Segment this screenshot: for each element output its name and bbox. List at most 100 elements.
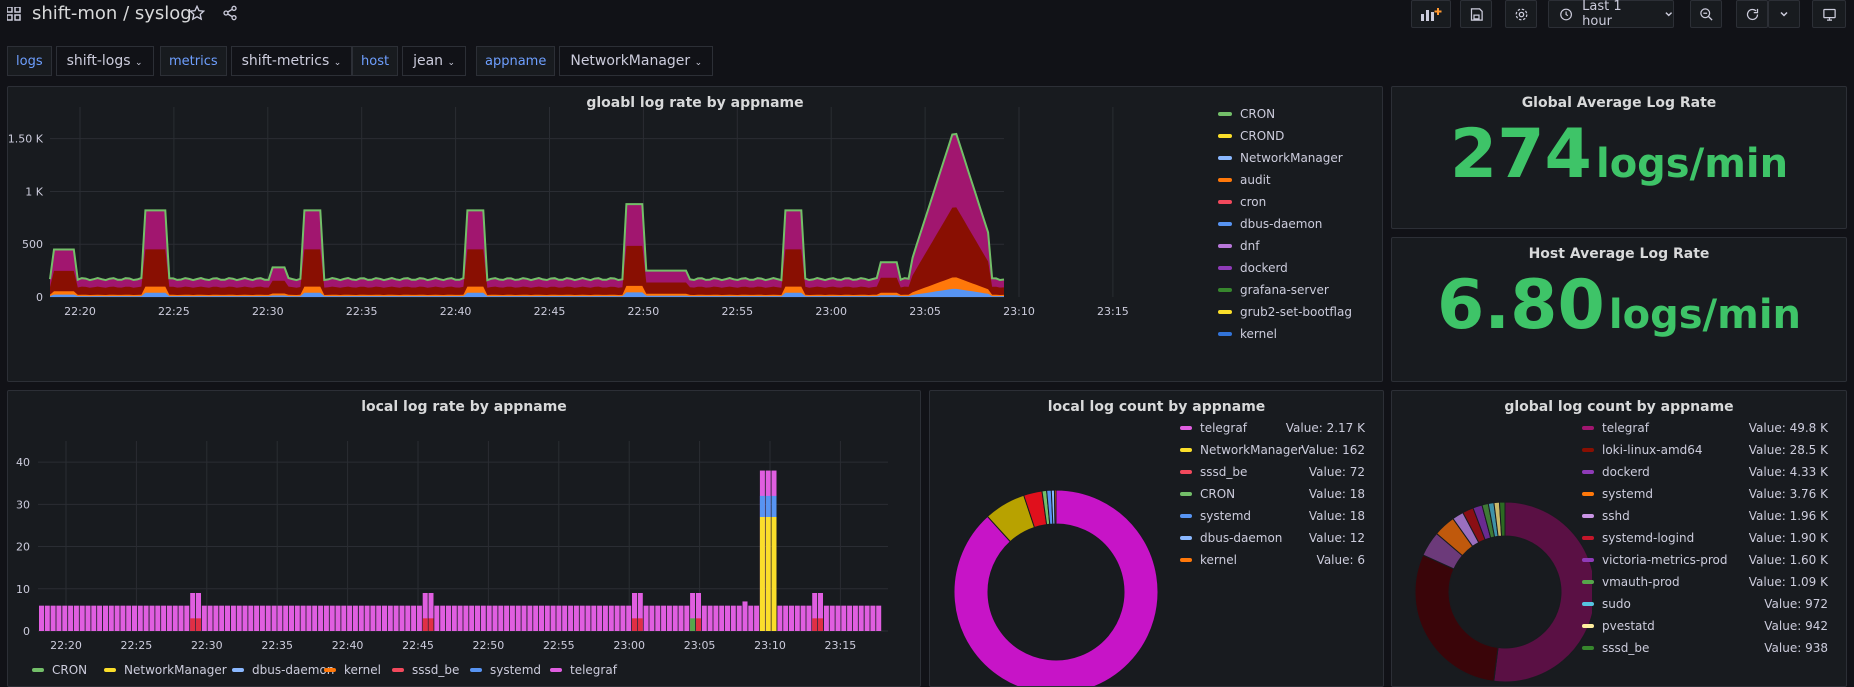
legend-swatch — [1582, 514, 1594, 518]
panel-title[interactable]: local log count by appname — [1047, 399, 1266, 415]
bar — [184, 605, 190, 631]
refresh-interval-button[interactable] — [1768, 0, 1800, 28]
legend-item[interactable]: pvestatd — [1582, 619, 1655, 633]
dashboard-title[interactable]: syslog — [134, 3, 192, 24]
legend-item[interactable]: victoria-metrics-prod — [1582, 553, 1728, 567]
local-count-donut[interactable] — [930, 391, 1170, 687]
legend-item[interactable]: kernel — [1218, 327, 1277, 341]
breadcrumb-folder[interactable]: shift-mon — [32, 3, 118, 24]
global-rate-chart[interactable]: 0 500 1 K 1.50 K 22:20 22:25 22:30 22:35 22:40 22… — [8, 87, 1208, 382]
legend-item[interactable]: kernel — [1180, 553, 1237, 567]
legend-item[interactable]: dockerd — [1218, 261, 1288, 275]
legend-item[interactable]: cron — [1218, 195, 1266, 209]
legend-item[interactable]: NetworkManager — [1218, 151, 1343, 165]
bar — [225, 605, 230, 631]
bar — [556, 605, 562, 631]
legend-value: Value: 1.09 K — [1748, 575, 1828, 589]
zoom-out-button[interactable] — [1690, 0, 1722, 28]
legend-item[interactable]: systemd — [470, 663, 541, 677]
variable-select-host[interactable]: jean ⌄ — [402, 46, 467, 76]
legend-item[interactable]: systemd — [1180, 509, 1251, 523]
legend-item[interactable]: telegraf — [550, 663, 617, 677]
dashboard-settings-button[interactable] — [1505, 0, 1537, 28]
panel-title[interactable]: global log count by appname — [1504, 399, 1734, 415]
legend-swatch — [1218, 178, 1232, 182]
legend-item[interactable]: dbus-daemon — [232, 663, 334, 677]
legend-item[interactable]: dbus-daemon — [1218, 217, 1322, 231]
panel-title[interactable]: Global Average Log Rate — [1521, 95, 1717, 111]
legend-item[interactable]: CROND — [1218, 129, 1284, 143]
bar — [469, 605, 475, 631]
legend-item[interactable]: telegraf — [1582, 421, 1649, 435]
local-rate-chart[interactable]: 0 10 20 30 40 22:20 22:25 22:30 22:35 22:40 22:45 2… — [8, 391, 921, 661]
bar — [166, 605, 172, 631]
legend-item[interactable]: sudo — [1582, 597, 1631, 611]
donut-slice — [1414, 554, 1499, 682]
share-icon[interactable] — [222, 5, 238, 21]
legend-item[interactable]: systemd — [1582, 487, 1653, 501]
bar — [271, 605, 277, 631]
legend-item[interactable]: kernel — [324, 663, 381, 677]
legend-value: Value: 72 — [1308, 465, 1365, 479]
legend-item[interactable]: CRON — [1218, 107, 1275, 121]
legend-item[interactable]: grafana-server — [1218, 283, 1329, 297]
legend-item[interactable]: dbus-daemon — [1180, 531, 1282, 545]
stat-value: 274 logs/min — [1392, 115, 1846, 194]
star-icon[interactable] — [189, 5, 205, 21]
bar — [794, 605, 800, 631]
legend-item[interactable]: sssd_be — [1582, 641, 1649, 655]
add-panel-button[interactable] — [1411, 0, 1451, 28]
legend-item[interactable]: sssd_be — [1180, 465, 1247, 479]
y-tick-label: 0 — [23, 625, 30, 638]
y-tick-label: 10 — [16, 583, 30, 596]
gear-icon — [1515, 8, 1527, 20]
legend-swatch — [1218, 112, 1232, 116]
stat-number: 6.80 — [1436, 266, 1605, 345]
panel-title[interactable]: gloabl log rate by appname — [586, 95, 804, 111]
legend-item[interactable]: systemd-logind — [1582, 531, 1694, 545]
bar — [602, 605, 608, 631]
legend-item[interactable]: vmauth-prod — [1582, 575, 1680, 589]
legend-item[interactable]: CRON — [32, 663, 87, 677]
variable-select-metrics[interactable]: shift-metrics ⌄ — [230, 46, 353, 76]
legend-item[interactable]: NetworkManager — [104, 663, 227, 677]
bar — [678, 605, 684, 631]
global-count-donut[interactable] — [1392, 391, 1592, 687]
bar — [358, 605, 364, 631]
legend-item[interactable]: sshd — [1582, 509, 1630, 523]
legend-item[interactable]: dnf — [1218, 239, 1259, 253]
breadcrumb: shift-mon / syslog — [32, 3, 192, 24]
legend-item[interactable]: telegraf — [1180, 421, 1247, 435]
bar-segment — [759, 517, 765, 631]
bar — [527, 605, 533, 631]
tv-mode-button[interactable] — [1812, 0, 1846, 28]
legend-label: telegraf — [1200, 421, 1247, 435]
legend-item[interactable]: loki-linux-amd64 — [1582, 443, 1703, 457]
bar — [515, 605, 521, 631]
legend-item[interactable]: grub2-set-bootflag — [1218, 305, 1352, 319]
legend-item[interactable]: dockerd — [1582, 465, 1650, 479]
bar — [742, 601, 748, 631]
bar — [306, 605, 312, 631]
time-range-picker[interactable]: Last 1 hour — [1548, 0, 1674, 29]
panel-title[interactable]: local log rate by appname — [361, 399, 567, 415]
bar — [684, 605, 690, 631]
bar — [562, 605, 568, 631]
save-dashboard-button[interactable] — [1460, 0, 1492, 28]
variable-select-logs[interactable]: shift-logs ⌄ — [55, 46, 154, 76]
legend-item[interactable]: NetworkManager — [1180, 443, 1303, 457]
legend-swatch — [32, 668, 44, 672]
variable-value: shift-logs — [66, 53, 131, 69]
variable-label: metrics — [160, 46, 227, 76]
legend-swatch — [1582, 580, 1594, 584]
bar — [196, 593, 201, 631]
refresh-button[interactable] — [1736, 0, 1768, 28]
legend-item[interactable]: audit — [1218, 173, 1271, 187]
variable-select-appname[interactable]: NetworkManager ⌄ — [559, 46, 714, 76]
bar — [440, 605, 446, 631]
panel-title[interactable]: Host Average Log Rate — [1528, 246, 1710, 262]
legend-item[interactable]: CRON — [1180, 487, 1235, 501]
legend-item[interactable]: sssd_be — [392, 663, 459, 677]
x-tick-label: 22:40 — [440, 305, 472, 318]
apps-grid-icon[interactable] — [7, 7, 21, 21]
